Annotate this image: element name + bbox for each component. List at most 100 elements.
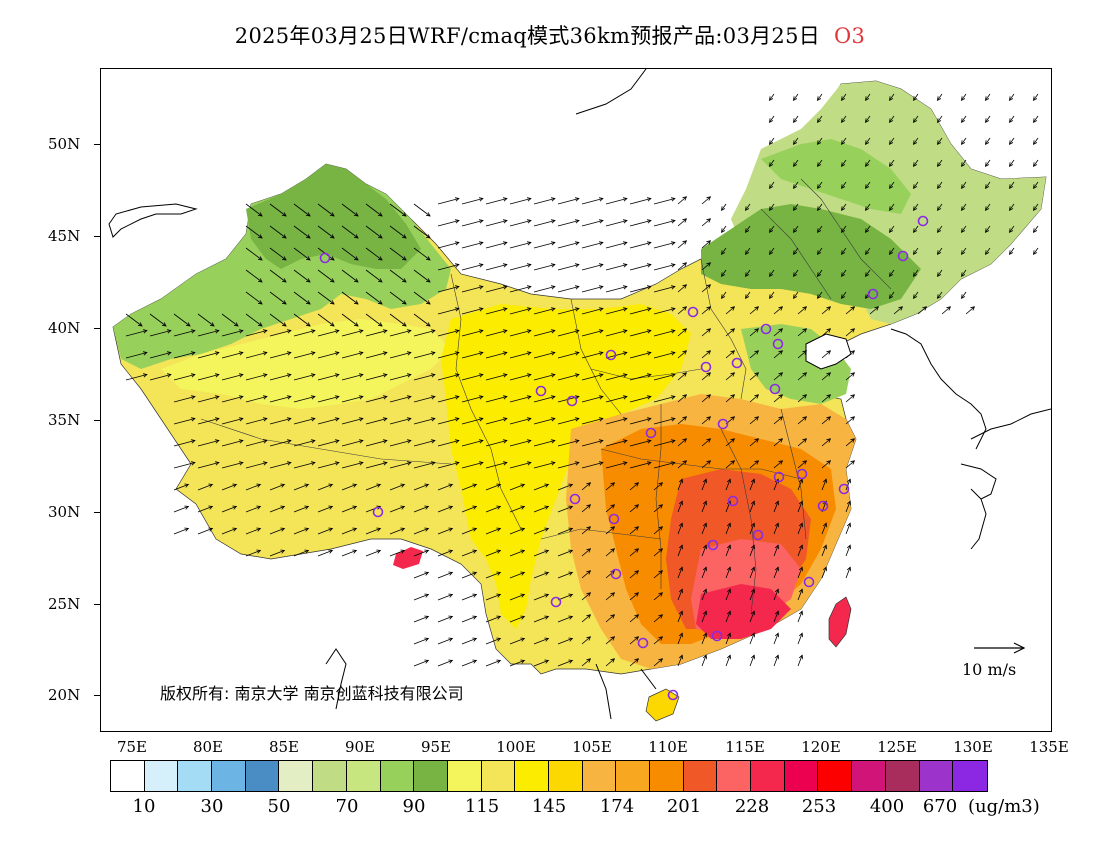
wind-vector bbox=[821, 479, 827, 491]
wind-vector-head bbox=[478, 395, 484, 400]
wind-vector-head bbox=[750, 522, 755, 528]
wind-vector-head bbox=[478, 241, 484, 246]
wind-vector-head bbox=[822, 544, 827, 550]
wind-vector bbox=[817, 115, 823, 123]
wind-vector-head bbox=[798, 566, 803, 572]
wind-vector bbox=[773, 394, 783, 403]
wind-vector-head bbox=[912, 206, 918, 212]
wind-vector bbox=[769, 93, 775, 101]
wind-vector-head bbox=[678, 544, 683, 550]
wind-vector-head bbox=[520, 527, 526, 532]
wind-vector-head bbox=[1032, 140, 1038, 146]
wind-vector-head bbox=[850, 438, 856, 443]
wind-vector bbox=[817, 247, 823, 255]
wind-vector-head bbox=[502, 197, 508, 202]
wind-vector bbox=[793, 225, 799, 233]
wind-vector bbox=[701, 306, 711, 315]
wind-vector bbox=[317, 374, 340, 381]
legend-swatch bbox=[784, 761, 819, 791]
wind-vector bbox=[557, 440, 580, 447]
wind-vector bbox=[509, 462, 532, 469]
wind-vector-head bbox=[310, 351, 316, 356]
wind-vector-head bbox=[258, 278, 263, 283]
wind-vector-head bbox=[426, 300, 431, 305]
wind-vector-head bbox=[304, 505, 310, 510]
wind-vector bbox=[1009, 115, 1015, 123]
wind-vector-head bbox=[678, 632, 683, 638]
wind-vector-head bbox=[210, 322, 215, 327]
legend-unit: (ug/m3) bbox=[968, 796, 1040, 817]
wind-vector-head bbox=[282, 256, 287, 261]
wind-vector-head bbox=[750, 566, 755, 572]
wind-vector-head bbox=[520, 637, 526, 642]
wind-vector bbox=[653, 526, 663, 535]
wind-vector-head bbox=[936, 250, 942, 256]
wind-vector-head bbox=[478, 417, 484, 422]
wind-vector bbox=[557, 616, 573, 623]
wind-vector bbox=[509, 308, 532, 315]
wind-vector bbox=[773, 372, 783, 381]
wind-vector bbox=[629, 396, 652, 403]
wind-vector-head bbox=[286, 373, 292, 378]
wind-vector bbox=[269, 291, 287, 305]
wind-vector bbox=[773, 523, 779, 535]
region-hotspot-tibet bbox=[393, 547, 423, 569]
wind-vector-head bbox=[574, 439, 580, 444]
wind-vector-head bbox=[286, 461, 292, 466]
wind-vector bbox=[245, 506, 261, 513]
wind-vector bbox=[889, 291, 895, 299]
wind-vector bbox=[245, 396, 268, 403]
wind-vector bbox=[557, 660, 573, 667]
wind-vector bbox=[173, 330, 196, 337]
region-hainan bbox=[645, 688, 680, 722]
wind-vector-head bbox=[768, 250, 774, 256]
wind-vector-head bbox=[310, 373, 316, 378]
wind-vector bbox=[653, 396, 676, 403]
wind-vector bbox=[1033, 93, 1039, 101]
wind-vector bbox=[961, 137, 967, 145]
wind-vector-head bbox=[330, 322, 335, 327]
region-green-northeast-mid bbox=[761, 139, 911, 214]
wind-vector-head bbox=[306, 256, 311, 261]
wind-vector bbox=[605, 548, 615, 557]
wind-vector bbox=[509, 638, 525, 645]
wind-vector-head bbox=[598, 351, 604, 356]
wind-vector-head bbox=[496, 659, 502, 664]
wind-vector bbox=[629, 308, 652, 315]
wind-vector-head bbox=[1008, 140, 1014, 146]
wind-vector bbox=[461, 396, 484, 403]
wind-vector bbox=[413, 330, 436, 337]
wind-vector-head bbox=[706, 416, 712, 421]
wind-vector bbox=[341, 462, 364, 469]
wind-vector-head bbox=[334, 417, 340, 422]
wind-vector-head bbox=[792, 162, 798, 168]
wind-vector bbox=[677, 328, 687, 337]
wind-vector bbox=[605, 396, 628, 403]
wind-vector-head bbox=[670, 241, 676, 246]
wind-vector bbox=[937, 291, 943, 299]
wind-vector bbox=[961, 269, 967, 277]
wind-vector-head bbox=[610, 592, 616, 597]
wind-vector bbox=[557, 418, 580, 425]
wind-vector-head bbox=[1008, 118, 1014, 124]
city-marker bbox=[727, 495, 739, 507]
wind-vector bbox=[677, 545, 683, 557]
wind-vector-head bbox=[214, 439, 220, 444]
wind-vector-head bbox=[840, 140, 846, 146]
wind-vector bbox=[821, 416, 831, 425]
wind-vector-head bbox=[1032, 96, 1038, 102]
wind-vector bbox=[389, 269, 407, 283]
wind-vector bbox=[817, 225, 823, 233]
wind-vector-head bbox=[706, 284, 712, 289]
wind-vector-head bbox=[682, 372, 688, 377]
wind-vector-head bbox=[840, 272, 846, 278]
wind-vector-head bbox=[840, 228, 846, 234]
wind-vector-head bbox=[426, 322, 431, 327]
region-hotspot-taiwan bbox=[828, 596, 852, 648]
wind-vector-head bbox=[358, 373, 364, 378]
wind-vector-head bbox=[382, 461, 388, 466]
wind-vector-head bbox=[550, 395, 556, 400]
wind-vector bbox=[653, 198, 676, 205]
wind-vector-head bbox=[754, 438, 760, 443]
wind-vector bbox=[341, 528, 357, 535]
